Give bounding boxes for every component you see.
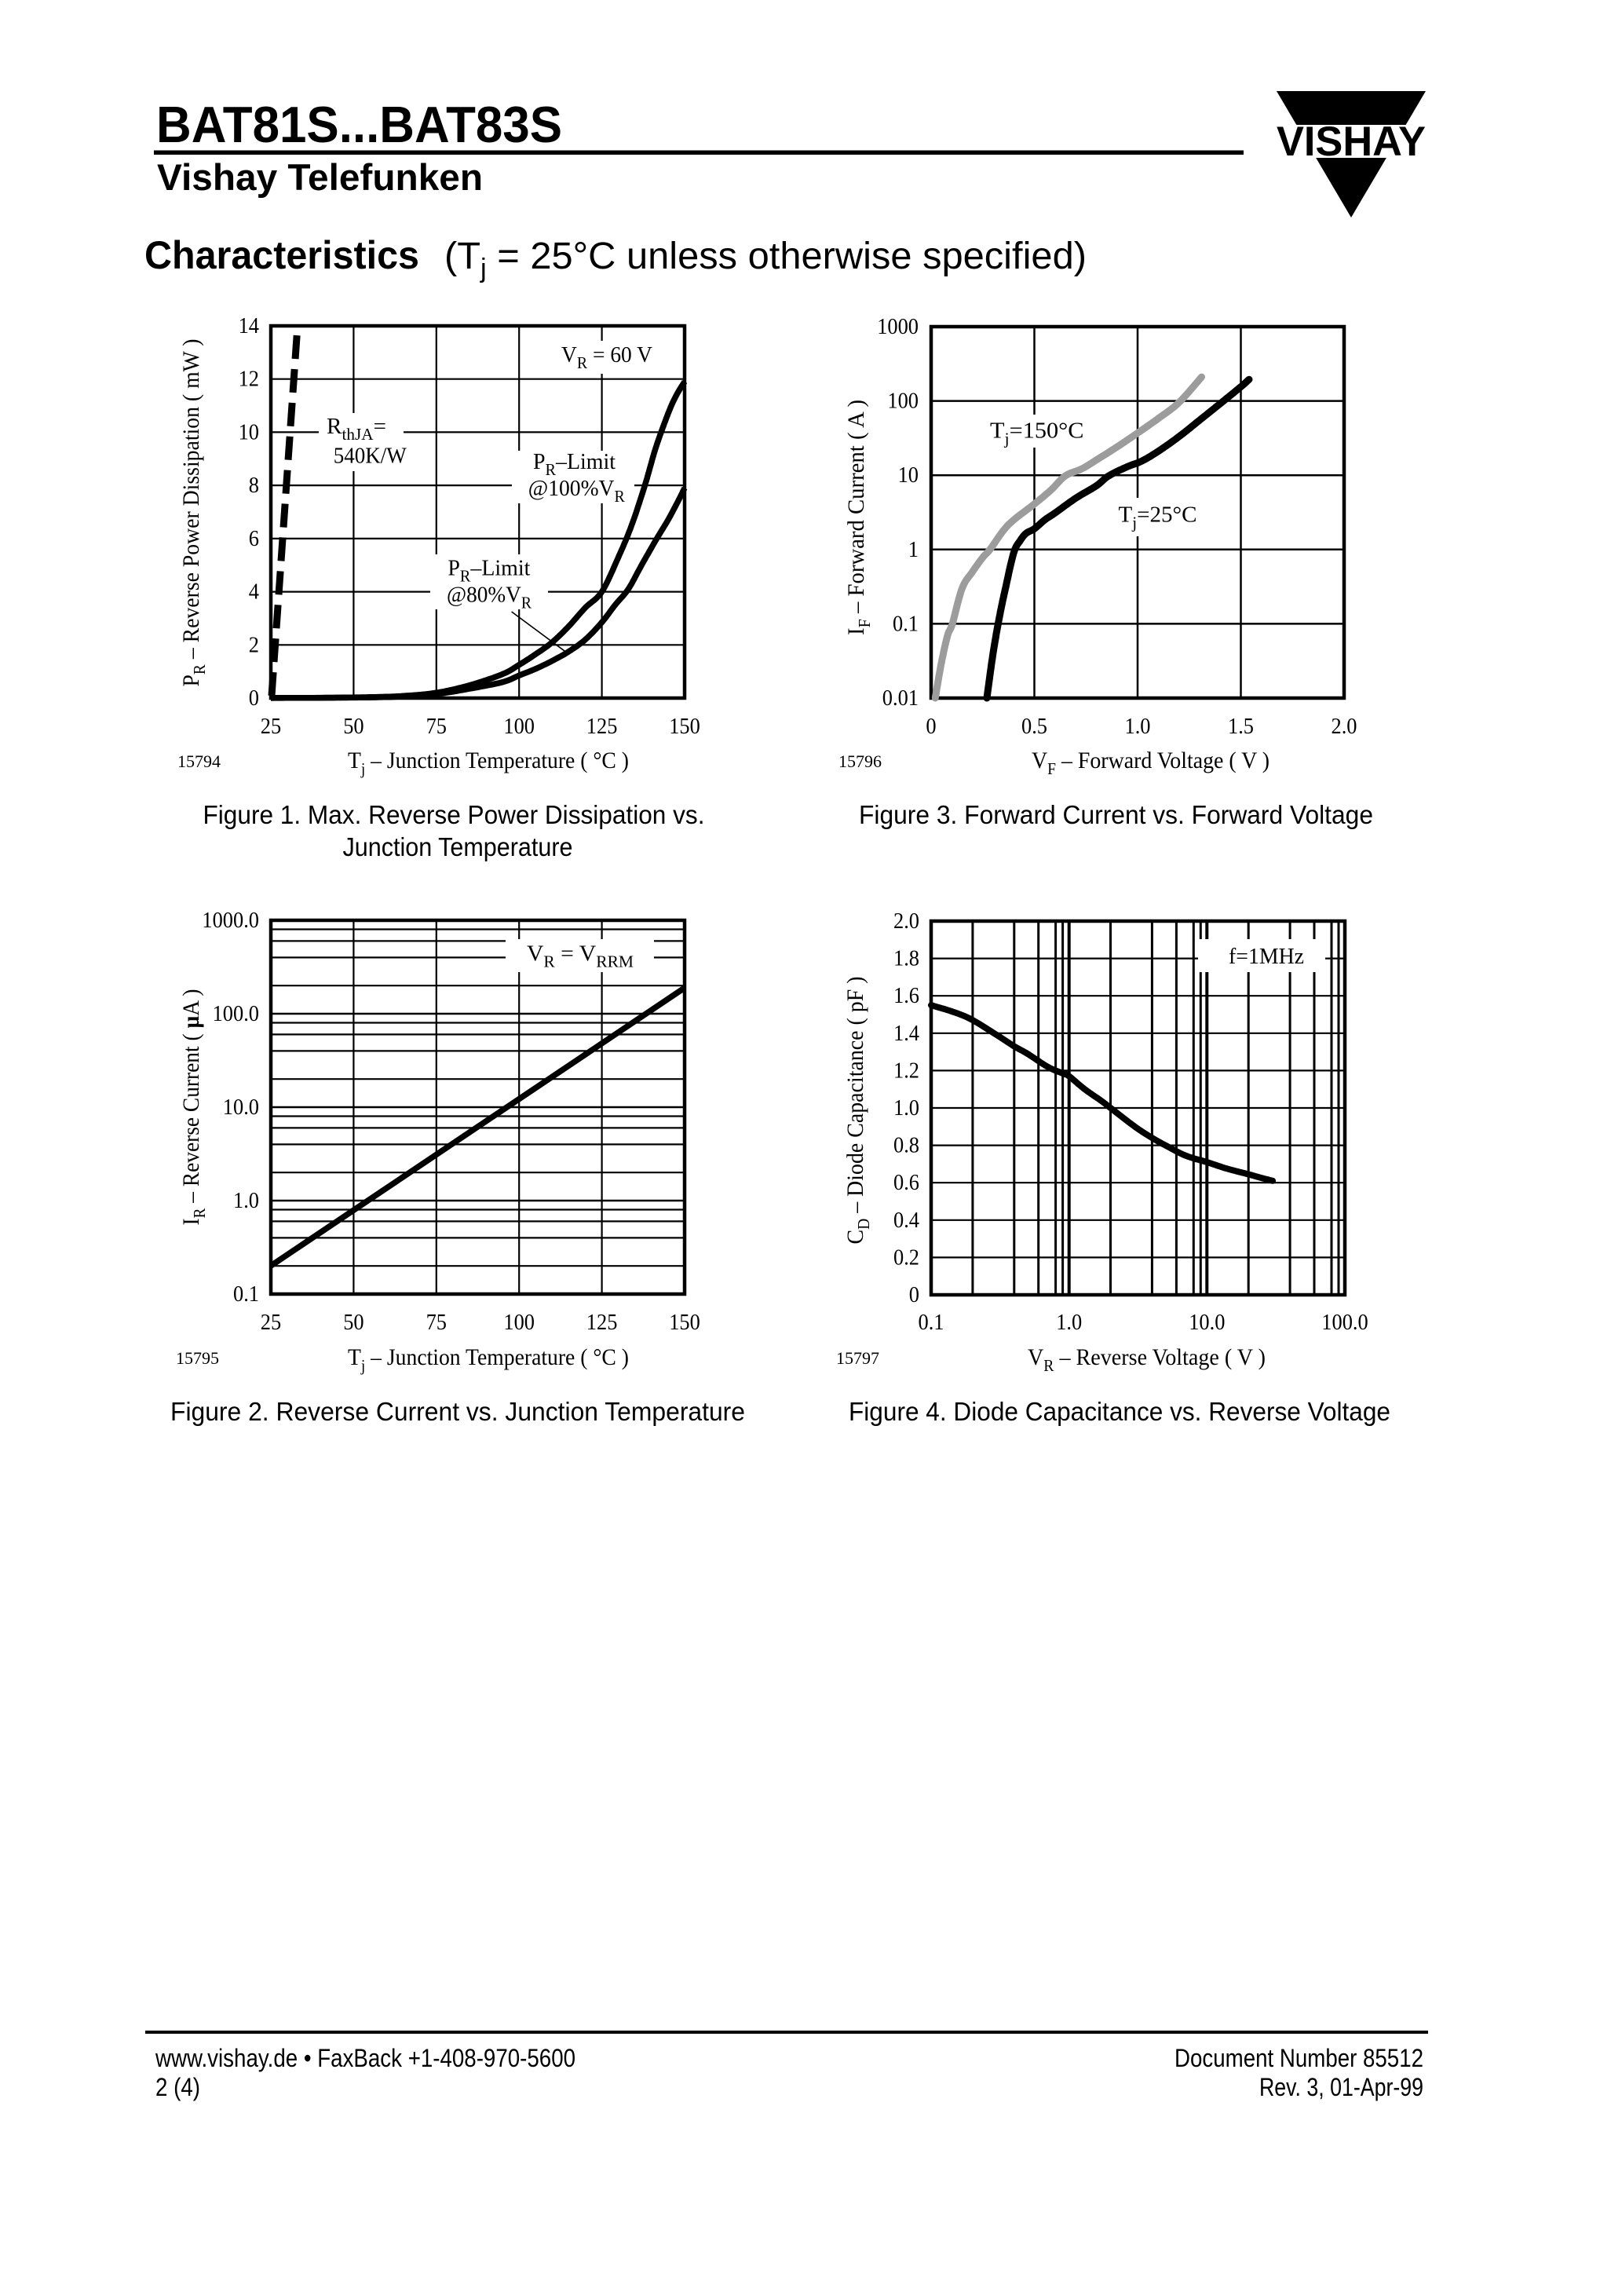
svg-text:100: 100 (503, 714, 535, 739)
svg-text:PR​ – Reverse Power Dissipatio: PR​ – Reverse Power Dissipation ( mW ) (178, 339, 209, 687)
svg-text:50: 50 (343, 1310, 363, 1335)
svg-text:540K/W: 540K/W (334, 444, 407, 469)
svg-text:1.0: 1.0 (1056, 1310, 1082, 1335)
svg-text:@100%VR​: @100%VR​ (528, 476, 625, 506)
svg-text:VR​ = 60 V: VR​ = 60 V (561, 342, 652, 372)
svg-text:50: 50 (343, 714, 363, 739)
svg-text:1.8: 1.8 (893, 946, 919, 971)
svg-text:IR​ – Reverse Current ( µA ): IR​ – Reverse Current ( µA ) (178, 989, 209, 1226)
svg-text:Tj​=150°C: Tj​=150°C (990, 419, 1084, 448)
svg-text:(Tj = 25°C unless otherwise sp: (Tj = 25°C unless otherwise specified) (444, 236, 1087, 283)
svg-text:2.0: 2.0 (893, 909, 919, 934)
svg-text:IF​ – Forward Current ( A ): IF​ – Forward Current ( A ) (843, 400, 874, 635)
svg-text:1.4: 1.4 (893, 1021, 919, 1046)
svg-text:0.1: 0.1 (919, 1310, 944, 1335)
svg-text:0.2: 0.2 (893, 1245, 919, 1270)
svg-text:@80%VR​: @80%VR​ (447, 583, 532, 612)
svg-text:6: 6 (249, 526, 259, 551)
svg-text:10.0: 10.0 (1189, 1310, 1225, 1335)
svg-text:10.0: 10.0 (223, 1095, 259, 1120)
svg-text:10: 10 (239, 419, 259, 444)
svg-text:Tj​=25°C: Tj​=25°C (1119, 503, 1197, 532)
svg-text:1.0: 1.0 (1125, 714, 1151, 739)
svg-text:Document Number 85512: Document Number 85512 (1174, 2044, 1423, 2072)
svg-text:Figure 3. Forward Current vs.: Figure 3. Forward Current vs. Forward Vo… (859, 800, 1373, 829)
svg-text:4: 4 (249, 579, 260, 605)
svg-text:2: 2 (249, 632, 259, 657)
svg-text:Tj​ – Junction Temperature ( °: Tj​ – Junction Temperature ( °C ) (348, 1344, 629, 1375)
svg-text:125: 125 (586, 714, 618, 739)
svg-text:Tj​ – Junction Temperature ( °: Tj​ – Junction Temperature ( °C ) (348, 748, 629, 778)
svg-text:100.0: 100.0 (1321, 1310, 1368, 1335)
svg-text:Figure 4. Diode Capacitance v: Figure 4. Diode Capacitance vs. Reverse … (849, 1397, 1390, 1426)
svg-text:1.5: 1.5 (1228, 714, 1254, 739)
svg-text:Junction Temperature: Junction Temperature (343, 832, 573, 861)
svg-text:Figure 2. Reverse Current vs.: Figure 2. Reverse Current vs. Junction T… (170, 1397, 745, 1426)
svg-text:Figure 1. Max. Reverse Power: Figure 1. Max. Reverse Power Dissipation… (203, 800, 705, 829)
svg-text:15797: 15797 (836, 1348, 879, 1368)
svg-text:12: 12 (239, 367, 259, 392)
svg-text:1.6: 1.6 (893, 983, 919, 1008)
svg-text:1.2: 1.2 (893, 1058, 919, 1083)
svg-text:CD​ – Diode Capacitance ( pF ): CD​ – Diode Capacitance ( pF ) (842, 977, 873, 1245)
svg-text:Rev. 3, 01-Apr-99: Rev. 3, 01-Apr-99 (1259, 2073, 1423, 2101)
svg-text:f=1MHz: f=1MHz (1229, 944, 1304, 969)
svg-text:75: 75 (426, 714, 447, 739)
svg-text:15796: 15796 (838, 751, 882, 771)
svg-text:150: 150 (669, 714, 700, 739)
svg-text:75: 75 (426, 1310, 447, 1335)
svg-text:0.4: 0.4 (893, 1208, 919, 1233)
svg-text:0.1: 0.1 (233, 1281, 259, 1307)
svg-text:0.8: 0.8 (893, 1133, 919, 1158)
svg-text:VF​ – Forward Voltage ( V ): VF​ – Forward Voltage ( V ) (1032, 748, 1269, 778)
svg-text:25: 25 (261, 1310, 281, 1335)
svg-text:15794: 15794 (177, 751, 221, 771)
svg-text:www.vishay.de • FaxBack +1-408: www.vishay.de • FaxBack +1-408-970-5600 (155, 2044, 575, 2072)
svg-text:BAT81S...BAT83S: BAT81S...BAT83S (156, 96, 562, 153)
svg-text:1.0: 1.0 (893, 1095, 919, 1121)
svg-text:1000: 1000 (877, 314, 919, 339)
svg-text:0.1: 0.1 (893, 611, 919, 636)
svg-text:150: 150 (669, 1310, 700, 1335)
svg-text:0: 0 (249, 686, 259, 711)
svg-text:15795: 15795 (176, 1348, 219, 1368)
svg-text:14: 14 (239, 313, 260, 338)
svg-text:1000.0: 1000.0 (202, 908, 259, 933)
svg-text:0: 0 (926, 714, 936, 739)
svg-text:2 (4): 2 (4) (155, 2073, 200, 2101)
svg-text:8: 8 (249, 473, 259, 498)
svg-text:2.0: 2.0 (1332, 714, 1357, 739)
svg-text:0.01: 0.01 (882, 686, 919, 711)
svg-text:Vishay Telefunken: Vishay Telefunken (157, 156, 483, 198)
svg-text:125: 125 (586, 1310, 618, 1335)
svg-text:1: 1 (908, 537, 919, 562)
svg-text:100: 100 (503, 1310, 535, 1335)
svg-text:0.6: 0.6 (893, 1170, 919, 1195)
svg-text:0: 0 (909, 1282, 919, 1307)
svg-text:Characteristics: Characteristics (144, 233, 419, 277)
svg-text:100.0: 100.0 (213, 1001, 259, 1026)
svg-text:25: 25 (261, 714, 281, 739)
svg-text:VISHAY: VISHAY (1277, 119, 1426, 165)
svg-text:1.0: 1.0 (233, 1188, 259, 1213)
svg-text:10: 10 (898, 462, 919, 488)
svg-text:VR​ – Reverse Voltage ( V ): VR​ – Reverse Voltage ( V ) (1028, 1344, 1266, 1375)
svg-text:100: 100 (887, 389, 919, 414)
svg-text:0.5: 0.5 (1021, 714, 1047, 739)
